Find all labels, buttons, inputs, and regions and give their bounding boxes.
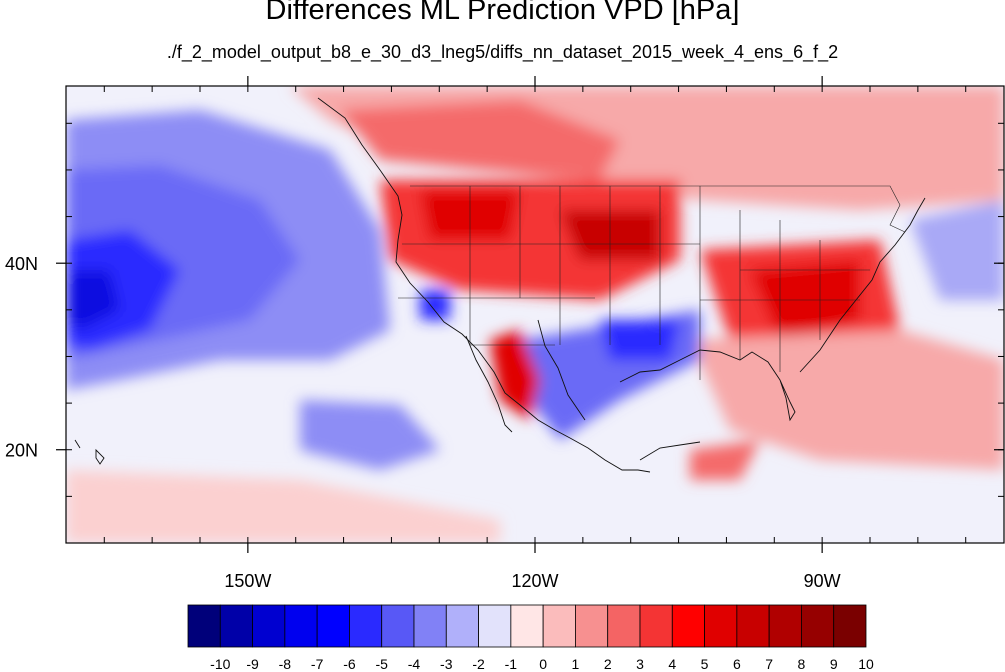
colorbar-swatch	[607, 604, 641, 648]
colorbar-label: 10	[858, 656, 874, 672]
colorbar-swatch	[478, 604, 512, 648]
colorbar-swatch	[510, 604, 544, 648]
lon-tick-label: 120W	[511, 571, 558, 591]
colorbar-swatch	[187, 604, 221, 648]
colorbar-swatch	[639, 604, 673, 648]
colorbar-swatch	[575, 604, 609, 648]
map-title: Differences ML Prediction VPD [hPa]	[265, 0, 740, 26]
colorbar-label: -1	[505, 656, 518, 672]
lon-tick-label: 150W	[224, 571, 271, 591]
colorbar-label: -7	[311, 656, 324, 672]
lat-tick-label: 40N	[5, 254, 38, 274]
colorbar-label: 7	[765, 656, 773, 672]
coastlines	[74, 97, 926, 473]
colorbar-label: -10	[210, 656, 230, 672]
colorbar-swatch	[219, 604, 253, 648]
colorbar-swatch	[252, 604, 286, 648]
colorbar-swatch	[768, 604, 802, 648]
colorbar-label: 4	[668, 656, 676, 672]
colorbar-swatch	[736, 604, 770, 648]
colorbar: -10 -9 -8 -7 -6 -5 -4 -3 -2 -1 0 1 2 3 4 5 6 7 8 9 10	[187, 604, 874, 672]
lon-tick-label: 90W	[804, 571, 841, 591]
colorbar-label: -8	[279, 656, 292, 672]
colorbar-label: -9	[246, 656, 259, 672]
colorbar-swatch	[381, 604, 415, 648]
colorbar-label: 2	[604, 656, 612, 672]
colorbar-label: -4	[408, 656, 421, 672]
lat-tick-label: 20N	[5, 441, 38, 461]
colorbar-label: -6	[343, 656, 356, 672]
colorbar-label: -2	[472, 656, 485, 672]
colorbar-swatch	[445, 604, 479, 648]
colorbar-swatch	[833, 604, 867, 648]
us-borders	[398, 185, 906, 380]
colorbar-swatch	[349, 604, 383, 648]
colorbar-label: 8	[798, 656, 806, 672]
colorbar-swatch	[801, 604, 835, 648]
colorbar-swatch	[316, 604, 350, 648]
axis-group: 150W 120W 90W 40N 20N	[5, 76, 1004, 591]
colorbar-label: 5	[701, 656, 709, 672]
colorbar-swatch	[542, 604, 576, 648]
colorbar-label: 9	[830, 656, 838, 672]
colorbar-label: -3	[440, 656, 453, 672]
colorbar-swatch	[704, 604, 738, 648]
colorbar-label: 0	[539, 656, 547, 672]
colorbar-swatch	[413, 604, 447, 648]
colorbar-label: 3	[636, 656, 644, 672]
contour-field	[66, 86, 1004, 543]
colorbar-swatch	[284, 604, 318, 648]
colorbar-label: 6	[733, 656, 741, 672]
colorbar-label: -5	[375, 656, 388, 672]
map-subtitle: ./f_2_model_output_b8_e_30_d3_lneg5/diff…	[166, 42, 839, 62]
colorbar-label: 1	[572, 656, 580, 672]
colorbar-swatch	[671, 604, 705, 648]
